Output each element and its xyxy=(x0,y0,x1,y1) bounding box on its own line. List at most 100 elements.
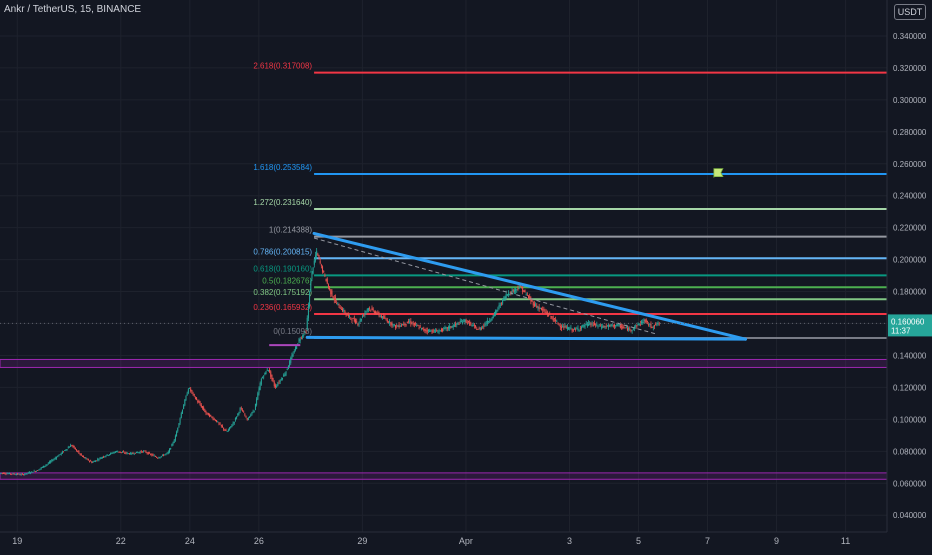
candle-body xyxy=(651,327,653,328)
candle-body xyxy=(0,472,1,474)
candle-body xyxy=(283,374,285,377)
fib-level-label: 1.618(0.253584) xyxy=(253,163,312,172)
candle-body xyxy=(581,326,583,329)
candle-body xyxy=(15,474,17,475)
candle-body xyxy=(435,330,437,332)
candle-body xyxy=(8,472,10,474)
candle-body xyxy=(610,325,612,327)
candle-body xyxy=(459,320,461,323)
candle-body xyxy=(443,327,445,330)
candle-body xyxy=(43,465,45,468)
candle-body xyxy=(606,325,608,327)
candle-body xyxy=(213,419,215,420)
candle-body xyxy=(425,329,427,331)
candle-body xyxy=(193,394,195,396)
candle-body xyxy=(601,326,603,328)
candle-body xyxy=(78,451,80,453)
candle-body xyxy=(582,325,584,327)
candle-body xyxy=(184,399,186,406)
candle-body xyxy=(280,379,282,381)
candle-body xyxy=(475,325,477,328)
candle-body xyxy=(431,331,433,333)
candle-body xyxy=(516,289,518,290)
candle-body xyxy=(536,305,538,308)
candle-body xyxy=(203,407,205,411)
candle-body xyxy=(429,330,431,332)
candle-body xyxy=(413,322,415,325)
candle-body xyxy=(347,314,349,316)
candle-body xyxy=(424,329,426,331)
candle-body xyxy=(353,318,355,322)
candle-body xyxy=(486,320,488,325)
candle-body xyxy=(143,450,145,452)
candle-body xyxy=(511,290,513,294)
candle-body xyxy=(229,427,231,430)
candle-body xyxy=(436,330,438,332)
candle-body xyxy=(390,322,392,325)
candle-body xyxy=(641,321,643,324)
candle-body xyxy=(119,451,121,453)
time-axis xyxy=(0,532,932,550)
candle-body xyxy=(141,451,143,453)
candle-body xyxy=(211,417,213,418)
candle-body xyxy=(579,328,581,329)
candle-body xyxy=(273,382,275,387)
candle-body xyxy=(603,326,605,327)
candle-body xyxy=(99,457,101,459)
candle-body xyxy=(185,395,187,401)
candle-body xyxy=(127,453,129,455)
candle-body xyxy=(106,454,108,456)
candle-body xyxy=(61,451,63,454)
currency-button[interactable]: USDT xyxy=(894,4,926,20)
candle-body xyxy=(378,313,380,316)
candle-body xyxy=(46,464,48,466)
candle-body xyxy=(549,313,551,315)
candle-body xyxy=(4,472,6,474)
candle-body xyxy=(372,308,374,311)
candle-body xyxy=(386,319,388,323)
candle-body xyxy=(121,452,123,453)
candle-body xyxy=(59,454,61,455)
candle-body xyxy=(608,324,610,328)
candle-body xyxy=(296,346,298,350)
candle-body xyxy=(512,289,514,292)
candle-body xyxy=(615,325,617,327)
candle-body xyxy=(262,377,264,379)
candle-body xyxy=(611,324,613,326)
candle-body xyxy=(274,385,276,388)
candle-body xyxy=(35,470,37,472)
candle-body xyxy=(358,322,360,325)
candle-body xyxy=(45,465,47,466)
candle-body xyxy=(655,323,657,326)
symbol-title[interactable]: Ankr / TetherUS, 15, BINANCE xyxy=(4,4,142,15)
candle-body xyxy=(294,347,296,351)
candle-body xyxy=(497,308,499,310)
candle-body xyxy=(623,326,625,328)
candle-body xyxy=(359,319,361,322)
candle-body xyxy=(405,324,407,326)
candle-body xyxy=(558,323,560,325)
candle-body xyxy=(181,409,183,414)
candle-body xyxy=(120,452,122,453)
candle-body xyxy=(563,326,565,329)
fib-level-label: 0.382(0.175192) xyxy=(253,288,312,297)
candle-body xyxy=(65,449,67,451)
candle-body xyxy=(113,452,115,454)
candle-body xyxy=(33,470,35,472)
candle-body xyxy=(652,326,654,328)
candle-body xyxy=(550,316,552,317)
candle-body xyxy=(230,426,232,428)
candle-body xyxy=(490,319,492,321)
price-marker xyxy=(888,314,932,337)
y-tick-label: 0.060000 xyxy=(893,479,927,488)
candle-body xyxy=(491,318,493,321)
fib-level-label: 2.618(0.317008) xyxy=(253,62,312,71)
candle-body xyxy=(508,293,510,296)
candle-body xyxy=(287,365,289,370)
candle-body xyxy=(452,325,454,327)
x-tick-label: 7 xyxy=(705,536,710,546)
candle-body xyxy=(630,330,632,332)
candle-body xyxy=(559,326,561,328)
